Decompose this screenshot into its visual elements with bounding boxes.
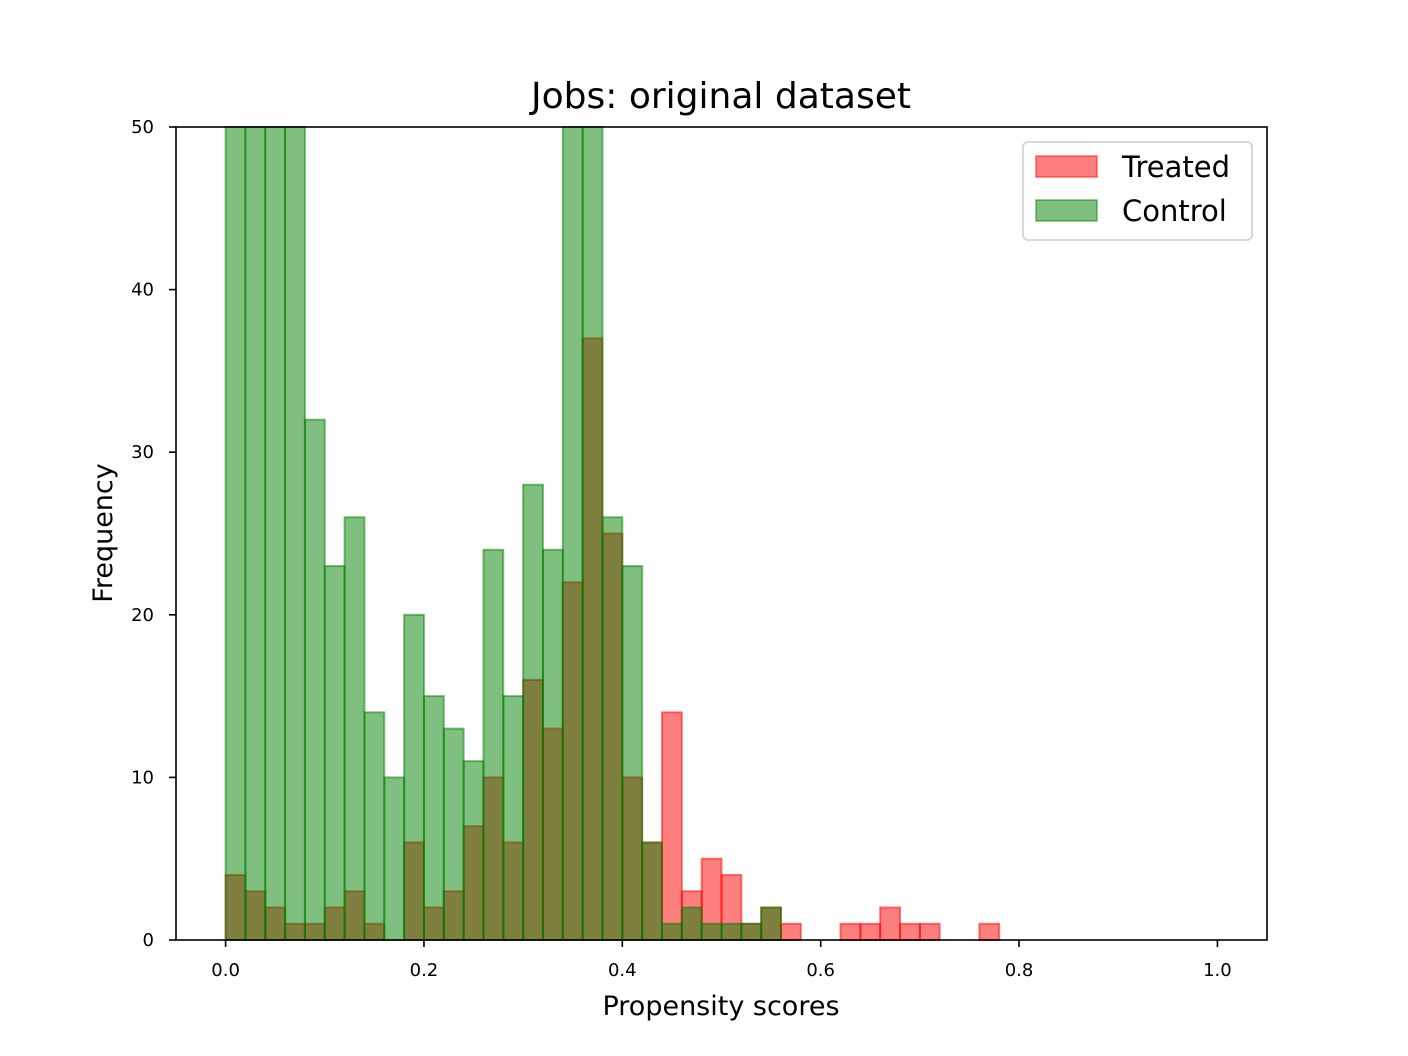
bar-control-5 — [323, 565, 346, 942]
x-tick-label: 0.2 — [410, 960, 439, 981]
bar-treated-34 — [899, 922, 921, 941]
bar-treated-28 — [780, 922, 802, 941]
bar-control-27 — [760, 906, 783, 941]
chart-title: Jobs: original dataset — [529, 76, 911, 117]
y-tick-label: 10 — [131, 767, 154, 788]
y-axis-label: Frequency — [88, 463, 119, 603]
bar-control-24 — [700, 922, 723, 941]
bar-control-13 — [482, 548, 505, 941]
bar-treated-22 — [660, 711, 683, 941]
bar-treated-38 — [978, 922, 1001, 941]
x-tick-label: 0.4 — [608, 960, 637, 981]
x-tick-label: 1.0 — [1203, 960, 1232, 981]
bar-control-9 — [403, 613, 425, 941]
y-tick-label: 0 — [143, 930, 154, 951]
bar-control-1 — [244, 126, 267, 941]
bar-control-14 — [502, 695, 525, 941]
bar-control-15 — [522, 483, 544, 941]
bar-control-8 — [383, 776, 406, 942]
y-tick-label: 40 — [131, 280, 154, 301]
bar-control-19 — [601, 516, 624, 941]
y-tick-label: 30 — [131, 442, 154, 463]
legend-swatch-control — [1035, 199, 1098, 222]
bar-control-2 — [264, 126, 287, 941]
legend-swatch-treated — [1035, 155, 1098, 178]
x-tick-label: 0.0 — [211, 960, 240, 981]
bar-control-7 — [363, 711, 386, 941]
bar-control-25 — [720, 922, 743, 941]
legend-label-control: Control — [1122, 194, 1227, 228]
bar-treated-32 — [859, 922, 882, 941]
bar-control-23 — [680, 906, 703, 941]
bar-control-4 — [303, 418, 326, 941]
bar-treated-31 — [839, 922, 862, 941]
x-axis-label: Propensity scores — [602, 991, 839, 1022]
y-axis-ticks: 0 10 20 30 40 50 — [131, 117, 176, 951]
bar-control-6 — [343, 516, 366, 941]
bar-control-20 — [621, 565, 644, 942]
plot-frame — [175, 126, 1268, 941]
bar-control-17 — [561, 126, 584, 941]
bar-treated-33 — [879, 906, 902, 941]
bar-control-22 — [660, 922, 683, 941]
bar-control-3 — [284, 126, 306, 941]
bar-control-10 — [422, 695, 445, 941]
y-tick-label: 50 — [131, 117, 154, 138]
x-tick-label: 0.6 — [806, 960, 835, 981]
bar-control-18 — [581, 126, 604, 941]
bar-control-26 — [740, 922, 763, 941]
y-tick-label: 20 — [131, 605, 154, 626]
x-axis-ticks: 0.0 0.2 0.4 0.6 0.8 1.0 — [211, 940, 1232, 981]
bar-treated-35 — [918, 922, 941, 941]
bar-control-12 — [462, 760, 485, 942]
x-tick-label: 0.8 — [1005, 960, 1034, 981]
bar-control-0 — [224, 126, 247, 941]
bar-control-11 — [442, 727, 465, 941]
legend-label-treated: Treated — [1121, 150, 1230, 184]
legend: Treated Control — [1022, 141, 1253, 241]
bar-control-21 — [641, 841, 663, 941]
bar-control-16 — [541, 548, 564, 941]
